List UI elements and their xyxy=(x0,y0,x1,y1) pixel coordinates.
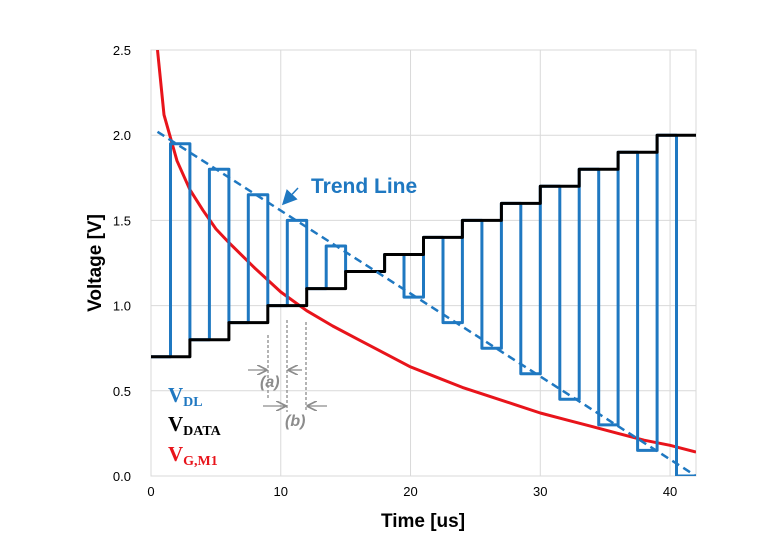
measure-label-a: (a) xyxy=(260,374,280,391)
x-tick-label: 30 xyxy=(533,484,547,499)
trend-line-label: Trend Line xyxy=(311,175,417,198)
trend-line-pointer-arrow xyxy=(281,187,299,206)
y-tick-label: 0.0 xyxy=(113,469,131,484)
x-tick-label: 40 xyxy=(663,484,677,499)
legend-vdl-base: V xyxy=(168,383,183,407)
series-line-vgm1 xyxy=(156,50,696,454)
x-tick-label: 0 xyxy=(147,484,154,499)
y-tick-labels: 0.0 0.5 1.0 1.5 2.0 2.5 xyxy=(113,43,131,484)
measure-guides xyxy=(248,320,327,412)
y-tick-label: 1.5 xyxy=(113,213,131,228)
legend-vdata: VDATA xyxy=(168,412,222,439)
y-tick-label: 2.5 xyxy=(113,43,131,58)
x-tick-label: 10 xyxy=(274,484,288,499)
legend-vdl-sub: DL xyxy=(183,395,202,410)
y-axis-title: Voltage [V] xyxy=(85,214,106,312)
measure-label-b: (b) xyxy=(285,413,305,430)
grid-lines xyxy=(150,49,696,477)
y-tick-label: 1.0 xyxy=(113,299,131,314)
y-tick-label: 2.0 xyxy=(113,128,131,143)
legend-vdata-base: V xyxy=(168,412,183,436)
legend-vgm1: VG,M1 xyxy=(168,442,218,469)
legend-vgm1-base: V xyxy=(168,442,183,466)
legend-vdata-sub: DATA xyxy=(183,424,221,439)
series-trend-line xyxy=(156,130,696,476)
series-line-vdata xyxy=(151,133,696,359)
x-tick-labels: 0 10 20 30 40 xyxy=(147,484,677,499)
legend-vgm1-sub: G,M1 xyxy=(183,454,218,469)
x-axis-title: Time [us] xyxy=(381,511,465,532)
series-group xyxy=(151,50,696,476)
legend-vdl: VDL xyxy=(168,383,203,410)
x-tick-label: 20 xyxy=(403,484,417,499)
y-tick-label: 0.5 xyxy=(113,384,131,399)
